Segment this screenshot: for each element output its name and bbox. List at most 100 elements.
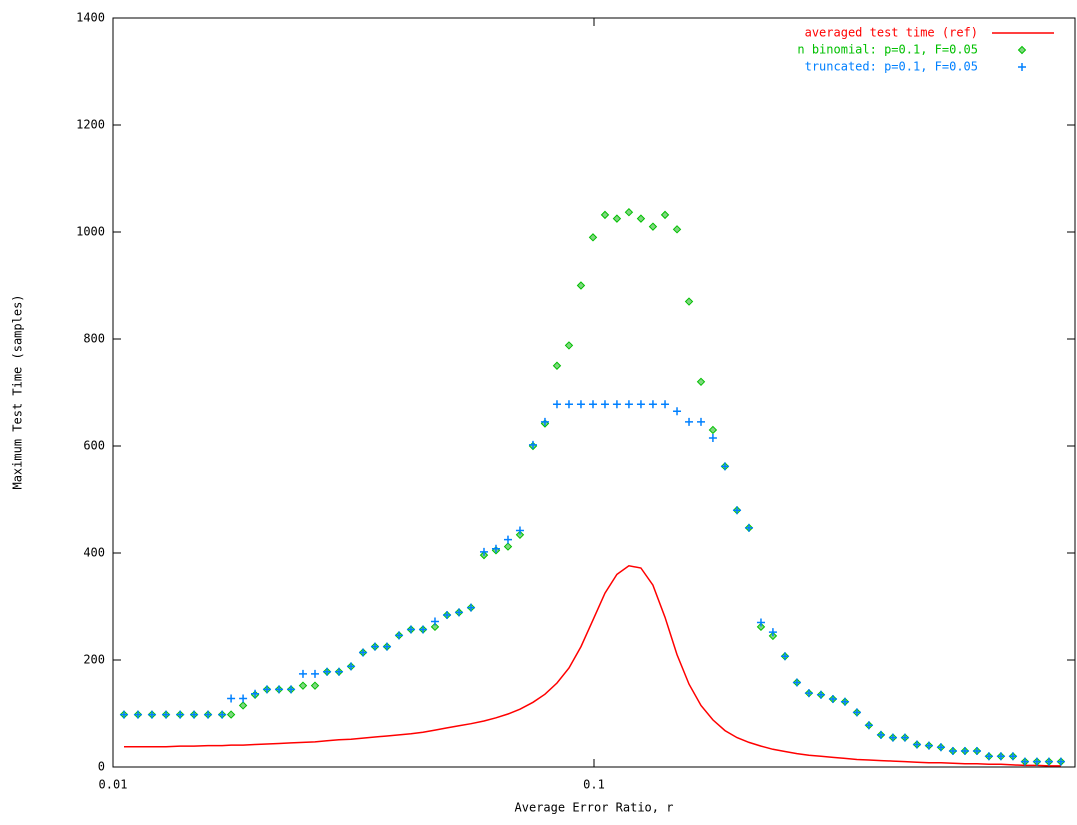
plus-point [1056,757,1065,766]
y-tick-label: 0 [98,760,105,774]
diamond-point [564,341,574,350]
plus-point [1032,757,1041,766]
plus-point [503,535,512,544]
plus-point [370,642,379,651]
diamond-point [588,233,598,242]
plus-point [515,526,524,535]
diamond-point [708,425,718,435]
plus-point [864,721,873,730]
plus-point [888,733,897,742]
plus-point [960,746,969,755]
plus-point [924,741,933,750]
diamond-point [696,377,706,387]
plus-point [685,417,694,426]
plus-point [275,685,284,694]
y-tick-label: 400 [83,546,105,560]
diamond-point [612,214,622,223]
plus-point [347,662,356,671]
plus-point [936,743,945,752]
plus-point [334,667,343,676]
plus-point [804,689,813,698]
x-tick-label: 0.01 [99,778,128,792]
y-tick-label: 1000 [76,225,105,239]
diamond-point [600,210,610,220]
plus-point [262,685,271,694]
diamond-point [310,681,320,690]
diamond-point [238,701,248,710]
plus-point [251,689,260,698]
plus-point [227,694,236,703]
plus-point [176,710,185,719]
diamond-point [648,222,658,231]
legend-label: truncated: p=0.1, F=0.05 [805,60,978,74]
plus-point [479,547,488,556]
plus-point [708,433,717,442]
plus-point [298,669,307,678]
y-axis-title: Maximum Test Time (samples) [11,294,25,489]
plus-point [1020,757,1029,766]
plus-point [552,400,561,409]
diamond-point [515,530,525,540]
diamond-point [430,622,440,632]
diamond-point [756,622,766,632]
plus-point [984,752,993,761]
plus-point [612,400,621,409]
plus-point [733,506,742,515]
diamond-point [576,281,586,290]
diamond-point [636,214,646,223]
plus-point [443,611,452,620]
plus-point [287,685,296,694]
plus-point [876,730,885,739]
plus-point [564,400,573,409]
plus-point [792,678,801,687]
x-tick-label: 0.1 [583,778,605,792]
plus-point [190,710,199,719]
plus-point [1008,752,1017,761]
diamond-point [672,225,682,234]
plus-point [406,625,415,634]
plus-point [900,733,909,742]
plus-point [133,710,142,719]
legend-swatch [1018,63,1026,71]
plus-point [673,407,682,416]
y-tick-label: 800 [83,332,105,346]
plus-point [310,669,319,678]
plus-point [624,400,633,409]
plus-point [588,400,597,409]
plus-point [600,400,609,409]
x-axis-title: Average Error Ratio, r [515,801,674,815]
legend-label: averaged test time (ref) [805,26,978,40]
plus-point [359,648,368,657]
plus-point [852,708,861,717]
plus-point [912,740,921,749]
plus-point [119,710,128,719]
plus-point [828,695,837,704]
diamond-point [503,542,513,551]
plus-point [454,608,463,617]
plus-point [661,400,670,409]
y-tick-label: 1400 [76,11,105,25]
plus-point [576,400,585,409]
plus-point [419,625,428,634]
diamond-point [684,297,694,306]
diamond-point [624,207,634,217]
plus-point [756,618,765,627]
plus-point [147,710,156,719]
plus-point [636,400,645,409]
plus-point [697,417,706,426]
plus-point [840,697,849,706]
plus-point [648,400,657,409]
plus-point [816,690,825,699]
plus-point [780,652,789,661]
plus-point [239,694,248,703]
plus-point [204,710,213,719]
plot-frame [112,17,1076,768]
legend-swatch [1017,45,1027,55]
plus-point [395,631,404,640]
plus-point [720,462,729,471]
plus-point [744,523,753,532]
legend-label: n binomial: p=0.1, F=0.05 [797,43,978,57]
diamond-point [660,210,670,220]
y-tick-label: 200 [83,653,105,667]
